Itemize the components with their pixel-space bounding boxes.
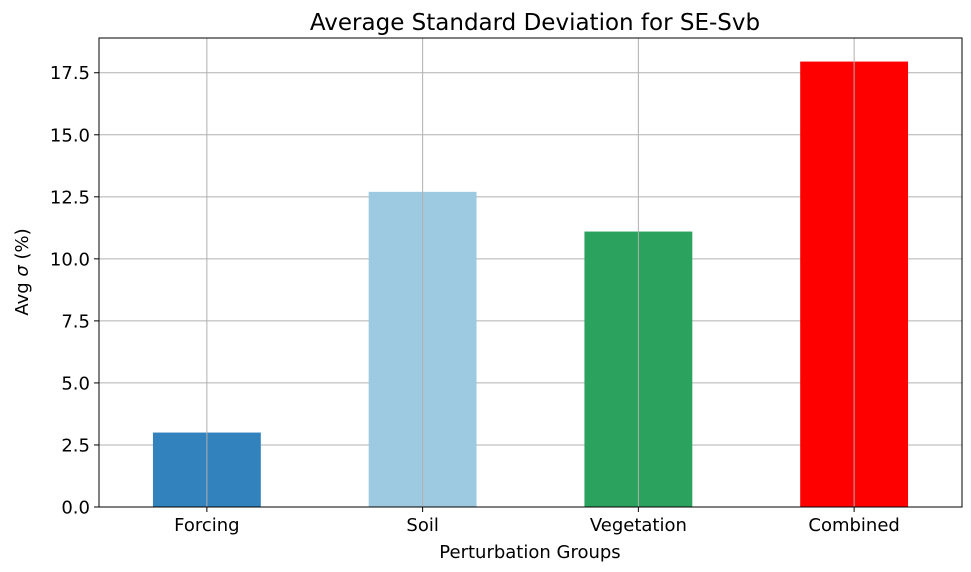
- y-axis-label-suffix: (%): [12, 228, 33, 265]
- y-tick-label: 0.0: [61, 498, 90, 519]
- x-tick-label: Combined: [808, 515, 899, 536]
- vertical-grid-layer: [206, 38, 855, 507]
- plot-frame: [98, 37, 963, 508]
- y-axis-label: Avg σ (%): [12, 228, 33, 315]
- x-tick-label: Vegetation: [590, 515, 687, 536]
- y-tick-label: 15.0: [50, 125, 90, 146]
- y-tick-label: 17.5: [50, 63, 90, 84]
- x-tick-label: Forcing: [174, 515, 239, 536]
- y-tick-label: 7.5: [61, 311, 90, 332]
- chart-title: Average Standard Deviation for SE-Svb: [310, 10, 760, 36]
- y-axis-label-symbol: σ: [12, 265, 33, 277]
- x-axis-ticks: Forcing Soil Vegetation Combined: [174, 507, 900, 536]
- x-tick-label: Soil: [406, 515, 438, 536]
- y-tick-label: 12.5: [50, 187, 90, 208]
- x-axis-label: Perturbation Groups: [439, 542, 620, 563]
- y-axis-label-prefix: Avg: [12, 277, 33, 316]
- bar-layer: [152, 61, 909, 508]
- y-tick-label: 5.0: [61, 373, 90, 394]
- y-tick-label: 2.5: [61, 435, 90, 456]
- y-tick-label: 10.0: [50, 249, 90, 270]
- y-axis-ticks: 0.0 2.5 5.0 7.5 10.0 12.5 15.0 17.5: [50, 63, 99, 519]
